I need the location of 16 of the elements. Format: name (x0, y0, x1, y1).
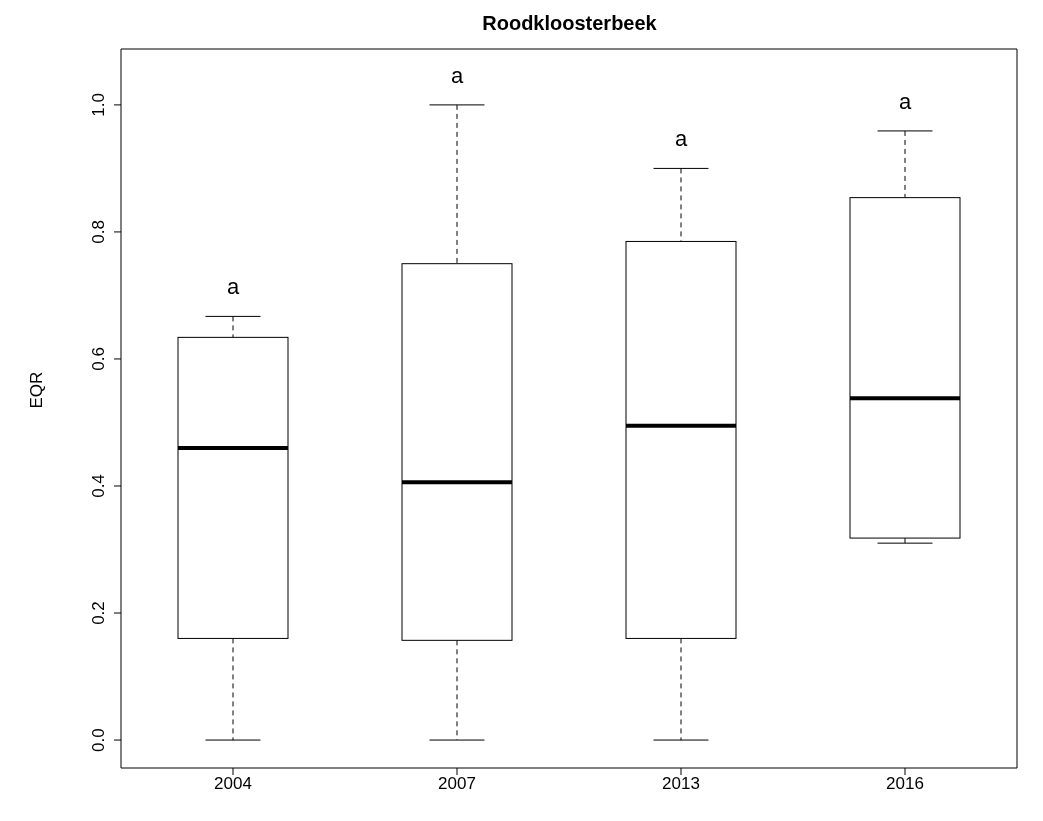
annotation: a (898, 88, 912, 114)
y-tick-label: 0.4 (89, 474, 108, 498)
x-tick-label: 2004 (214, 774, 252, 794)
y-tick-label: 0.6 (89, 347, 108, 371)
y-tick-label: 0.2 (89, 601, 108, 625)
y-axis-title: EQR (27, 371, 47, 409)
x-tick-label: 2013 (662, 774, 700, 794)
chart-title: Roodkloosterbeek (481, 12, 658, 35)
y-tick-label: 0.8 (89, 220, 108, 244)
x-tick-label: 2016 (886, 774, 924, 794)
y-tick-label: 0.0 (89, 728, 108, 752)
annotation: a (226, 274, 240, 300)
x-tick-label: 2007 (438, 774, 476, 794)
y-tick-label: 1.0 (89, 93, 108, 117)
annotation: a (450, 62, 464, 88)
annotation: a (674, 126, 688, 152)
